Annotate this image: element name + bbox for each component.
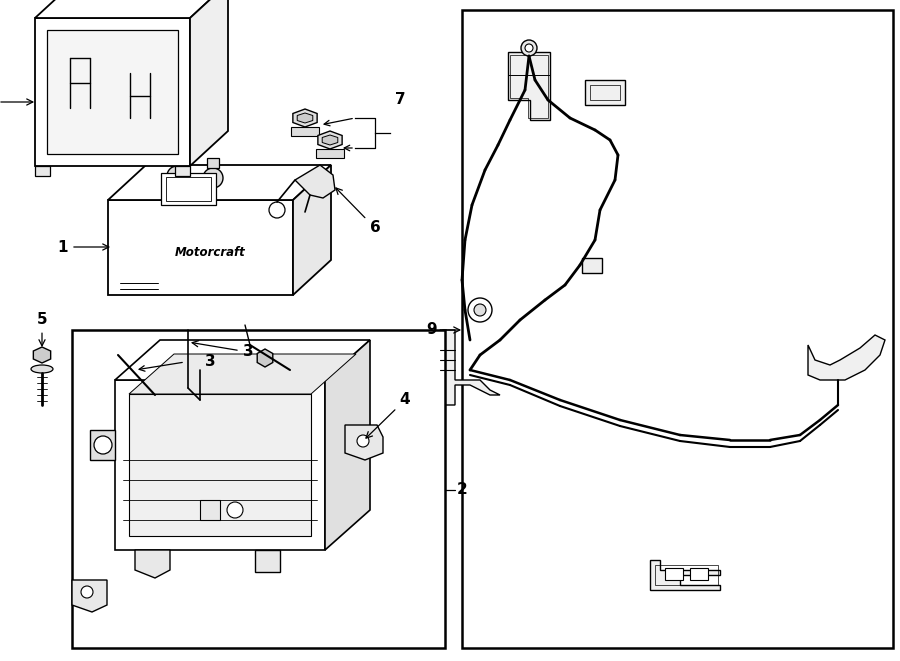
Polygon shape <box>135 550 170 578</box>
Polygon shape <box>316 149 344 158</box>
Polygon shape <box>257 349 273 367</box>
Polygon shape <box>190 0 228 166</box>
Polygon shape <box>318 131 342 149</box>
Text: 5: 5 <box>37 313 48 346</box>
Circle shape <box>474 304 486 316</box>
Polygon shape <box>47 30 178 154</box>
Bar <box>166 177 211 201</box>
Polygon shape <box>35 18 190 166</box>
Text: 9: 9 <box>427 323 460 338</box>
Text: 2: 2 <box>457 483 468 498</box>
Circle shape <box>94 436 112 454</box>
Polygon shape <box>508 52 550 120</box>
Circle shape <box>203 168 223 188</box>
Polygon shape <box>175 166 190 176</box>
Circle shape <box>525 44 533 52</box>
Text: 6: 6 <box>336 188 381 235</box>
Polygon shape <box>200 500 220 520</box>
Text: 3: 3 <box>192 340 253 360</box>
Polygon shape <box>35 0 228 18</box>
Polygon shape <box>171 156 183 166</box>
Circle shape <box>468 298 492 322</box>
Text: Motorcraft: Motorcraft <box>175 246 245 258</box>
Polygon shape <box>35 166 50 176</box>
Polygon shape <box>322 135 338 145</box>
Bar <box>690 568 708 580</box>
Polygon shape <box>255 550 280 572</box>
Circle shape <box>357 435 369 447</box>
Circle shape <box>227 502 243 518</box>
Bar <box>462 10 893 648</box>
Polygon shape <box>292 109 317 127</box>
Polygon shape <box>297 113 313 123</box>
Polygon shape <box>585 80 625 105</box>
Polygon shape <box>33 347 50 363</box>
Text: 3: 3 <box>204 354 215 369</box>
Text: 4: 4 <box>366 393 410 438</box>
Polygon shape <box>129 394 311 536</box>
Polygon shape <box>207 158 219 168</box>
Polygon shape <box>291 127 319 136</box>
Polygon shape <box>650 560 720 590</box>
Polygon shape <box>440 330 500 405</box>
Ellipse shape <box>31 365 53 373</box>
Text: 7: 7 <box>395 93 405 108</box>
Bar <box>665 568 683 580</box>
Polygon shape <box>129 354 356 394</box>
Bar <box>582 258 602 273</box>
Bar <box>72 330 445 648</box>
Polygon shape <box>808 335 885 380</box>
Circle shape <box>269 202 285 218</box>
Polygon shape <box>115 380 325 550</box>
Polygon shape <box>108 165 331 200</box>
Polygon shape <box>295 165 335 198</box>
Polygon shape <box>90 430 115 460</box>
Polygon shape <box>325 340 370 550</box>
Text: 1: 1 <box>58 239 109 254</box>
Polygon shape <box>345 425 383 460</box>
Text: 8: 8 <box>0 95 32 110</box>
Polygon shape <box>115 340 370 380</box>
Circle shape <box>81 586 93 598</box>
Polygon shape <box>293 165 331 295</box>
Polygon shape <box>72 580 107 612</box>
Circle shape <box>521 40 537 56</box>
Polygon shape <box>108 200 293 295</box>
Bar <box>161 173 216 205</box>
Circle shape <box>167 166 187 186</box>
